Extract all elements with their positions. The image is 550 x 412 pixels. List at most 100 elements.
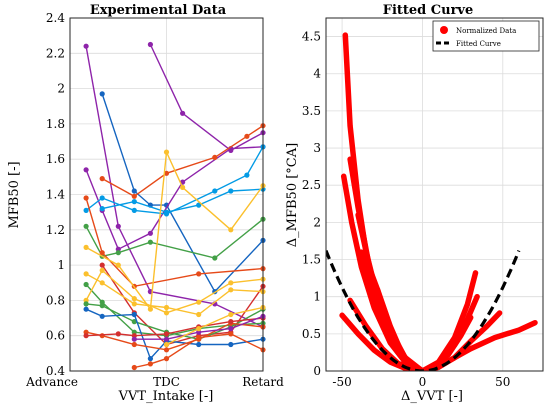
left-data-point [228, 227, 234, 233]
right-y-tick-label: 1 [313, 290, 321, 304]
left-data-point [147, 356, 153, 362]
left-y-tick-label: 1.6 [46, 152, 65, 166]
left-y-tick-label: 1.8 [46, 117, 65, 131]
left-data-point [99, 313, 105, 319]
left-series [83, 41, 266, 371]
left-data-point [163, 304, 170, 311]
right-y-tick-label: 4.5 [302, 30, 321, 44]
left-x-axis-label: VVT_Intake [-] [118, 389, 214, 404]
left-data-point [196, 271, 202, 277]
left-series-line [85, 218, 264, 259]
right-y-tick-label: 3 [313, 141, 321, 155]
left-y-tick-label: 1.4 [46, 188, 65, 202]
left-data-point [99, 280, 105, 286]
left-data-point [131, 207, 137, 213]
left-data-point [163, 331, 170, 337]
left-data-point [196, 311, 202, 318]
left-data-point [228, 341, 234, 348]
left-data-point [147, 230, 153, 236]
left-data-point [83, 333, 89, 339]
left-data-point [196, 334, 202, 341]
left-panel: Experimental Data 0.4 0.6 0.8 1 1.2 1.4 1.6 1.8… [7, 3, 284, 404]
left-data-point [83, 301, 89, 307]
left-data-point [131, 341, 137, 348]
right-y-tick-label: 2.5 [302, 178, 321, 192]
left-data-point [83, 244, 89, 250]
left-data-point [228, 319, 234, 325]
left-data-point [83, 43, 89, 49]
left-data-point [196, 202, 202, 208]
left-data-point [196, 326, 202, 332]
left-data-point [147, 306, 153, 312]
left-data-point [99, 333, 105, 339]
right-plot-frame [325, 17, 544, 372]
left-data-point [228, 326, 234, 332]
left-y-tick-label: 0.8 [46, 293, 65, 307]
left-data-point [212, 154, 218, 160]
legend-box [432, 20, 540, 52]
legend-marker-normalized-data [440, 26, 448, 34]
left-data-point [228, 188, 234, 194]
left-x-tick-label: Advance [25, 375, 78, 389]
left-data-point [99, 262, 105, 268]
right-y-axis-label: Δ_MFB50 [°CA] [285, 143, 300, 247]
left-data-point [131, 193, 137, 199]
left-data-point [147, 41, 153, 48]
right-y-tick-label: 0.5 [302, 327, 321, 341]
left-data-point [83, 271, 89, 277]
left-data-point [163, 170, 170, 176]
right-y-tick-label: 2 [313, 215, 321, 229]
left-data-point [99, 267, 105, 273]
fitted-curve-line [326, 250, 521, 371]
left-data-point [228, 287, 234, 293]
left-data-point [83, 207, 89, 213]
right-series [339, 32, 538, 371]
right-x-ticks: -50 0 50 [332, 375, 510, 389]
left-x-tick-label: Retard [242, 375, 284, 389]
left-series-line [102, 188, 264, 213]
left-data-point [83, 306, 89, 312]
left-data-point [228, 331, 234, 337]
left-data-point [115, 250, 121, 256]
left-data-point [83, 281, 89, 288]
left-series-line [101, 125, 264, 198]
left-data-point [115, 262, 121, 268]
left-data-point [83, 223, 89, 229]
left-data-point [228, 280, 234, 286]
left-y-tick-label: 1.2 [46, 223, 65, 237]
right-y-tick-label: 4 [313, 67, 321, 81]
left-data-point [196, 299, 202, 305]
left-data-point [228, 311, 234, 318]
left-data-point [99, 91, 105, 97]
left-data-point [196, 341, 202, 348]
left-data-point [131, 301, 137, 307]
left-data-point [131, 311, 137, 318]
right-x-tick-label: 0 [419, 375, 427, 389]
left-series-line [166, 306, 264, 346]
left-data-point [131, 364, 137, 371]
left-data-point [244, 133, 250, 139]
left-data-point [131, 319, 137, 325]
right-y-tick-label: 1.5 [302, 253, 321, 267]
left-y-tick-label: 1 [57, 258, 65, 272]
left-data-point [212, 255, 218, 261]
left-data-point [115, 223, 121, 229]
left-y-tick-label: 2 [57, 82, 65, 96]
left-chart-title: Experimental Data [90, 3, 227, 18]
left-y-ticks: 0.4 0.6 0.8 1 1.2 1.4 1.6 1.8 2 2.2 2.4 [46, 11, 65, 378]
left-series-line [134, 333, 264, 369]
left-y-tick-label: 0.6 [46, 329, 65, 343]
left-x-tick-label: TDC [153, 375, 180, 389]
left-data-point [83, 167, 89, 173]
left-data-point [212, 188, 218, 194]
right-y-tick-label: 0 [313, 364, 321, 378]
left-data-point [244, 172, 250, 178]
left-data-point [180, 184, 186, 190]
left-series-line [101, 93, 264, 293]
left-data-point [131, 296, 137, 302]
left-series-line [85, 308, 264, 360]
left-plot-frame [69, 17, 264, 372]
left-data-point [163, 356, 170, 362]
left-data-point [163, 310, 170, 316]
